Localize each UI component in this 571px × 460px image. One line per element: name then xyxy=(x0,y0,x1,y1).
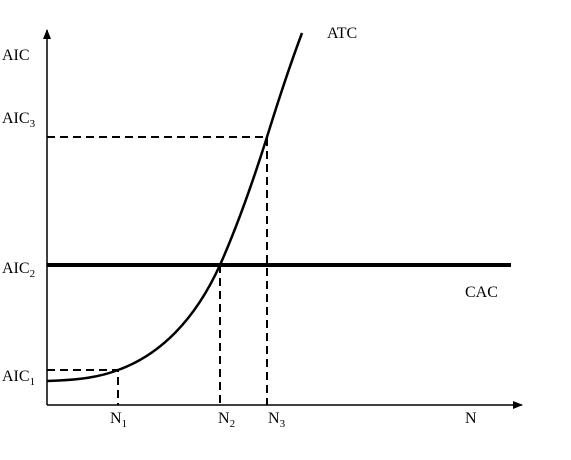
label-main: AIC xyxy=(2,260,30,277)
label-sub: 3 xyxy=(30,118,36,130)
label-sub: 1 xyxy=(30,376,36,388)
label-main: N xyxy=(218,410,230,427)
label-sub: 2 xyxy=(30,268,36,280)
x-level-label: N1 xyxy=(110,410,127,430)
label-main: AIC xyxy=(2,110,30,127)
x-level-label: N2 xyxy=(218,410,235,430)
guide-3 xyxy=(47,136,268,405)
guide-1 xyxy=(47,369,119,405)
label-sub: 3 xyxy=(280,418,286,430)
y-level-label: AIC1 xyxy=(2,368,35,388)
atc-label: ATC xyxy=(327,25,357,42)
label-sub: 1 xyxy=(122,418,128,430)
x-axis-label: N xyxy=(465,410,477,427)
label-main: AIC xyxy=(2,368,30,385)
x-level-label: N3 xyxy=(268,410,286,430)
y-axis-label: AIC xyxy=(2,47,30,64)
y-level-label: AIC3 xyxy=(2,110,36,130)
y-level-label: AIC2 xyxy=(2,260,35,280)
cac-label: CAC xyxy=(465,284,498,301)
guides xyxy=(47,136,268,405)
label-main: N xyxy=(110,410,122,427)
label-main: N xyxy=(268,410,280,427)
atc-curve xyxy=(46,32,304,383)
label-sub: 2 xyxy=(230,418,236,430)
